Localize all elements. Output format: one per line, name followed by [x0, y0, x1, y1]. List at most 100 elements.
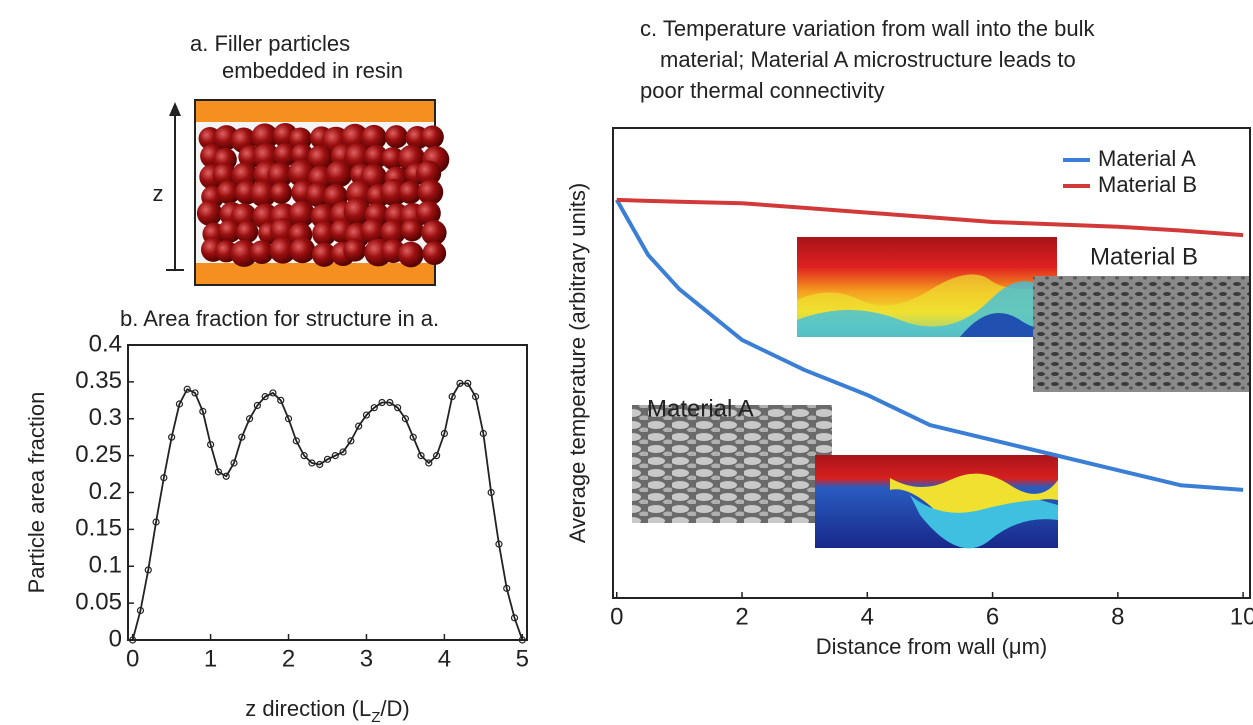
annotation: Material B — [1090, 243, 1198, 270]
annotation: Material A — [647, 395, 754, 422]
x-tick-label: 2 — [735, 603, 748, 630]
particle — [400, 218, 424, 242]
x-axis-label-part: Z — [371, 709, 380, 725]
chart-title: b. Area fraction for structure in a. — [120, 306, 439, 331]
particle — [196, 200, 223, 226]
data-point — [347, 437, 355, 445]
x-axis-label-part: z direction (L — [245, 696, 371, 721]
x-axis-label: z direction (LZ/D) — [245, 696, 409, 725]
data-point — [425, 459, 433, 467]
inset-b-heatmap — [797, 237, 1057, 337]
particle — [307, 145, 334, 172]
particle — [325, 160, 353, 188]
particle — [343, 238, 367, 262]
data-point — [238, 433, 246, 441]
data-point — [199, 407, 207, 415]
y-axis-label: Average temperature (arbitrary units) — [565, 183, 590, 543]
data-point — [129, 636, 137, 644]
x-tick-label: 4 — [861, 603, 874, 630]
particle — [381, 147, 405, 170]
x-axis-label-part: /D) — [380, 696, 409, 721]
data-point — [495, 540, 503, 548]
particle — [422, 241, 447, 266]
data-point — [284, 415, 293, 423]
data-point — [152, 518, 160, 526]
legend-label: Material B — [1098, 172, 1197, 197]
data-point — [214, 468, 222, 476]
particle — [312, 221, 337, 246]
particle — [421, 220, 447, 246]
particle — [216, 180, 241, 205]
y-tick-label: 0.2 — [89, 478, 122, 505]
data-point — [277, 396, 285, 404]
data-point — [503, 584, 511, 592]
data-line — [616, 197, 1244, 238]
particle — [416, 200, 441, 226]
particle — [380, 178, 408, 207]
y-tick-label: 0.15 — [75, 515, 122, 542]
data-point — [471, 393, 480, 401]
data-point — [331, 452, 339, 460]
data-point — [144, 566, 152, 574]
y-tick-label: 0 — [109, 625, 122, 652]
particle — [251, 123, 279, 151]
data-point — [183, 385, 191, 393]
data-point — [394, 404, 402, 412]
data-point — [207, 440, 215, 449]
y-tick-label: 0.4 — [89, 330, 122, 357]
data-point — [323, 455, 332, 463]
particle — [397, 241, 424, 268]
data-point — [308, 459, 316, 467]
data-point — [386, 398, 394, 407]
data-point — [160, 474, 168, 482]
y-tick-label: 0.3 — [89, 404, 122, 431]
data-point — [362, 411, 371, 419]
data-point — [417, 452, 425, 460]
plot-frame — [612, 127, 1251, 599]
chart-title: material; Material A microstructure lead… — [660, 47, 1076, 72]
data-point — [401, 415, 410, 423]
y-axis-label: Particle area fraction — [24, 392, 49, 594]
x-tick-label: 2 — [282, 645, 295, 672]
data-point — [261, 393, 269, 401]
data-point — [316, 460, 324, 469]
data-point — [370, 404, 378, 412]
particle — [311, 242, 337, 267]
data-point — [136, 606, 145, 615]
particle — [230, 239, 258, 267]
legend-label: Material A — [1098, 146, 1196, 171]
data-point — [175, 400, 184, 408]
data-point — [269, 389, 277, 397]
data-point — [479, 429, 487, 438]
particle — [218, 219, 242, 243]
data-point — [409, 433, 417, 441]
panel-a-title: a. Filler particles — [190, 31, 350, 56]
particle — [267, 162, 293, 188]
x-tick-label: 8 — [1111, 603, 1124, 630]
particle — [361, 124, 387, 151]
data-point — [339, 448, 347, 456]
data-point — [440, 429, 448, 438]
data-point — [433, 452, 441, 460]
data-point — [191, 389, 199, 397]
particle — [273, 143, 297, 167]
x-tick-label: 5 — [516, 645, 529, 672]
x-tick-label: 6 — [986, 603, 999, 630]
particle — [305, 182, 331, 208]
data-point — [456, 379, 464, 387]
data-point — [222, 472, 230, 480]
data-point — [518, 636, 526, 644]
particle — [384, 125, 408, 149]
data-point — [378, 398, 386, 407]
data-line — [615, 198, 1244, 492]
particles — [196, 122, 450, 268]
inset-a-sem — [632, 405, 832, 523]
inset-a-heatmap — [815, 455, 1058, 549]
particle — [289, 237, 316, 264]
particle — [249, 240, 274, 265]
data-point — [300, 452, 308, 460]
y-tick-label: 0.05 — [75, 588, 122, 615]
y-tick-label: 0.25 — [75, 441, 122, 468]
